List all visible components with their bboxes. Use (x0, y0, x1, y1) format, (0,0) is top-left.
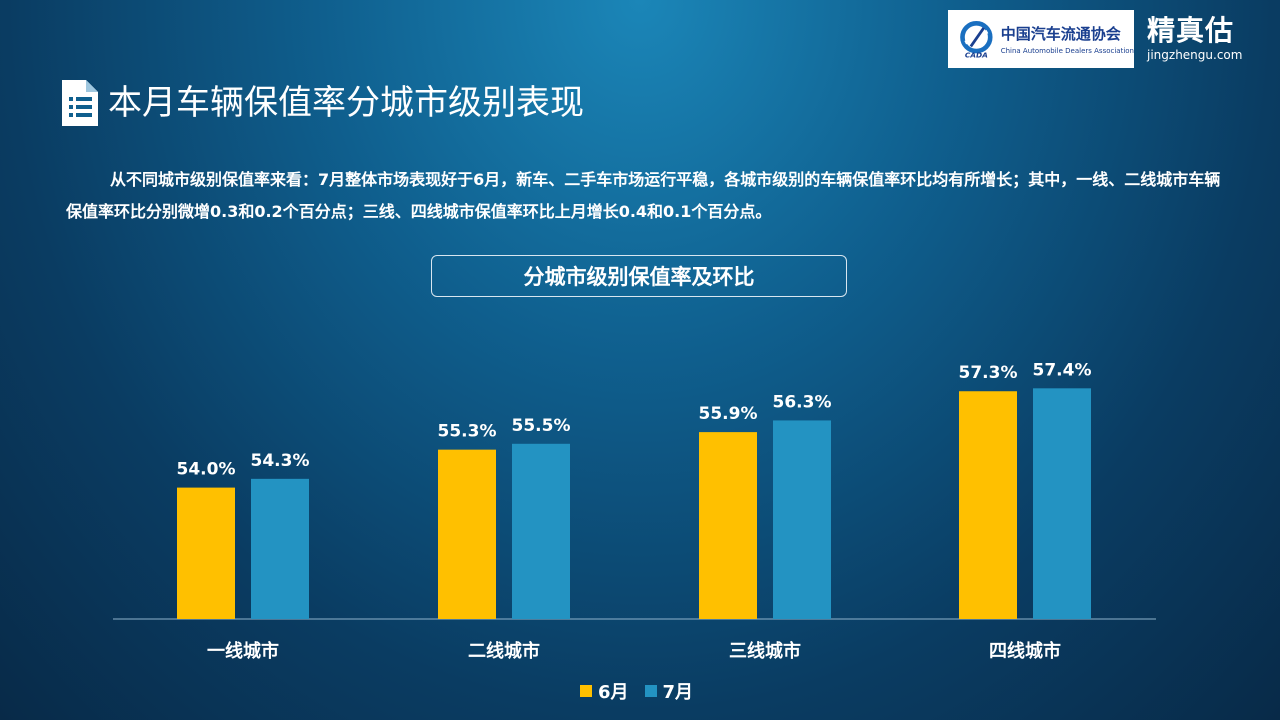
page-title: 本月车辆保值率分城市级别表现 (108, 83, 584, 123)
cada-logo: CADA 中国汽车流通协会 China Automobile Dealers A… (948, 10, 1134, 68)
data-label-july-3: 57.4% (1033, 360, 1092, 380)
bar-july-0 (251, 478, 309, 619)
description-paragraph: 从不同城市级别保值率来看：7月整体市场表现好于6月，新车、二手车市场运行平稳，各… (66, 170, 1221, 221)
legend-item-june: 6月 (580, 678, 629, 704)
category-label-2: 三线城市 (729, 640, 801, 662)
legend-swatch-july (644, 685, 657, 697)
category-label-3: 四线城市 (989, 640, 1061, 662)
association-name-cn: 中国汽车流通协会 (1000, 25, 1121, 43)
bar-june-1 (438, 449, 496, 619)
data-label-july-2: 56.3% (773, 392, 832, 412)
data-label-july-0: 54.3% (251, 451, 310, 471)
bar-july-2 (773, 420, 831, 619)
svg-text:CADA: CADA (965, 51, 988, 60)
legend-swatch-june (580, 685, 592, 697)
bar-july-1 (512, 443, 570, 619)
legend-item-july: 7月 (644, 678, 694, 704)
data-label-june-1: 55.3% (438, 422, 497, 442)
chart-title: 分城市级别保值率及环比 (431, 255, 847, 297)
data-label-june-3: 57.3% (959, 363, 1018, 383)
bar-june-2 (699, 432, 757, 619)
cada-emblem-icon: CADA (960, 20, 993, 60)
brand-url: jingzhengu.com (1147, 48, 1243, 62)
data-label-june-2: 55.9% (699, 404, 758, 424)
legend-label-june: 6月 (598, 682, 629, 703)
category-label-1: 二线城市 (468, 640, 540, 662)
legend-label-july: 7月 (662, 682, 694, 703)
bar-june-0 (177, 487, 235, 619)
chart-legend: 6月 7月 (580, 678, 709, 704)
data-label-july-1: 55.5% (512, 416, 571, 436)
data-label-june-0: 54.0% (177, 460, 236, 480)
document-icon (62, 80, 98, 126)
category-label-0: 一线城市 (207, 640, 279, 662)
bar-june-3 (959, 391, 1017, 619)
association-name-en: China Automobile Dealers Association (1000, 47, 1134, 55)
brand: 精真估 jingzhengu.com (1147, 14, 1242, 62)
brand-name: 精真估 (1147, 14, 1235, 47)
bar-july-3 (1033, 388, 1091, 619)
